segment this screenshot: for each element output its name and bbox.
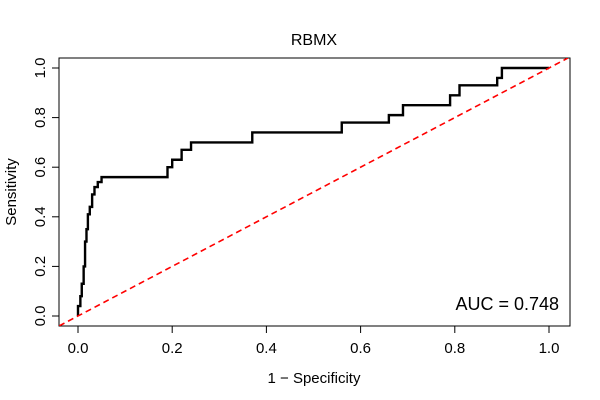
y-axis: 0.0 0.2 0.4 0.6 0.8 1.0 <box>32 58 60 327</box>
y-tick-label: 0.0 <box>32 306 49 327</box>
y-tick-label: 0.8 <box>32 107 49 128</box>
x-tick-label: 0.0 <box>68 340 89 357</box>
roc-curve-line <box>76 66 549 316</box>
x-axis-label: 1 − Specificity <box>268 370 361 387</box>
x-tick-label: 1.0 <box>539 340 560 357</box>
chart-title: RBMX <box>291 32 338 49</box>
y-tick-label: 1.0 <box>32 58 49 79</box>
reference-diagonal-line <box>59 58 569 326</box>
x-axis: 0.0 0.2 0.4 0.6 0.8 1.0 <box>68 325 560 357</box>
x-tick-label: 0.8 <box>444 340 465 357</box>
x-tick-label: 0.6 <box>350 340 371 357</box>
y-axis-label: Sensitivity <box>3 158 20 226</box>
y-tick-label: 0.2 <box>32 256 49 277</box>
auc-annotation: AUC = 0.748 <box>455 294 559 314</box>
plot-area <box>59 58 569 326</box>
x-tick-label: 0.4 <box>256 340 277 357</box>
y-tick-label: 0.6 <box>32 157 49 178</box>
x-tick-label: 0.2 <box>162 340 183 357</box>
y-tick-label: 0.4 <box>32 206 49 227</box>
